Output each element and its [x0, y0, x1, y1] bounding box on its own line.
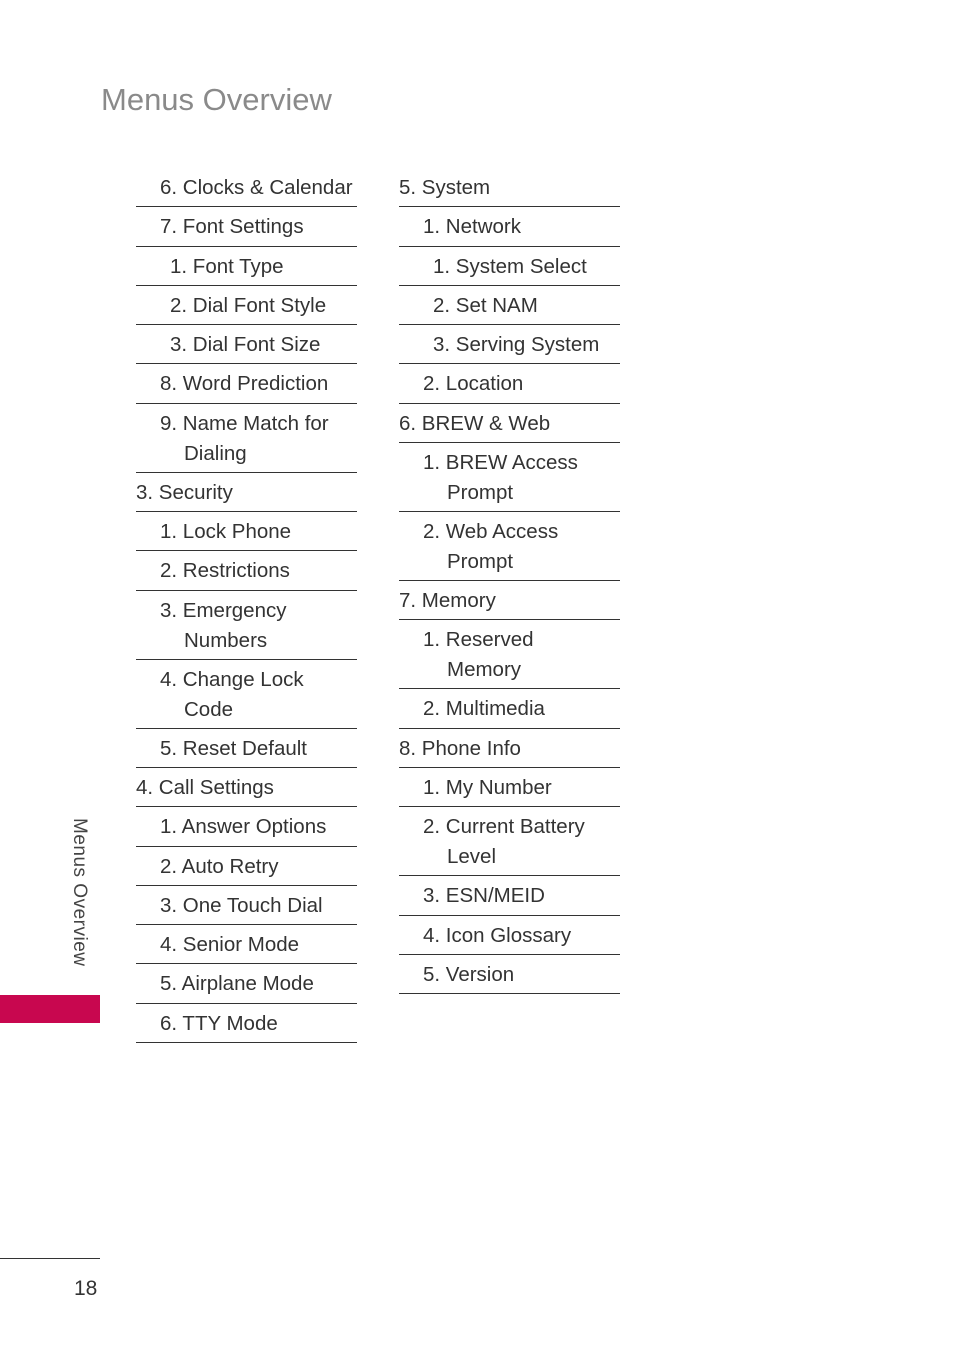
menu-item-label: 9. Name Match for: [160, 411, 329, 435]
menu-item-label: 4. Icon Glossary: [423, 923, 572, 947]
menu-item-label: 2. Set NAM: [433, 293, 538, 317]
menu-item: 8. Word Prediction: [136, 364, 357, 404]
page-number: 18: [74, 1277, 98, 1300]
menu-item: 3. ESN/MEID: [399, 876, 620, 916]
menu-item: 1. My Number: [399, 768, 620, 808]
menu-item: 9. Name Match for Dialing: [136, 404, 357, 473]
menu-item: 3. Dial Font Size: [136, 325, 357, 365]
menu-item: 1. Answer Options: [136, 807, 357, 847]
menu-item: 7. Font Settings: [136, 207, 357, 247]
menu-item-label: Level: [447, 845, 497, 869]
menu-item-label: 5. Version: [423, 962, 515, 986]
menu-item-label: Prompt: [447, 481, 514, 505]
menu-item-label: 3. Dial Font Size: [170, 333, 321, 357]
menu-item-label: 1. Font Type: [170, 254, 284, 278]
menu-item: 2. Current Battery Level: [399, 807, 620, 877]
menu-item: 8. Phone Info: [399, 729, 620, 768]
menu-item: 1. Network: [399, 207, 620, 247]
menu-item: 6. TTY Mode: [136, 1004, 357, 1044]
menu-item-label: 6. Clocks & Calendar: [160, 176, 353, 199]
menu-item-label: 2. Current Battery: [423, 815, 585, 839]
menu-item: 4. Change Lock Code: [136, 660, 357, 729]
menu-item: 4. Icon Glossary: [399, 916, 620, 955]
menu-item: 3. Serving System: [399, 325, 620, 365]
page-title: Menus Overview: [101, 82, 332, 117]
menu-item: 1. Reserved Memory: [399, 620, 620, 690]
menu-item-label: 6. TTY Mode: [160, 1011, 278, 1035]
menu-item-label: 2. Multimedia: [423, 697, 545, 721]
footer-rule: [0, 1258, 100, 1259]
menu-item: 5. Airplane Mode: [136, 964, 357, 1004]
menu-item: 1. Font Type: [136, 247, 357, 286]
menu-item-label: 1. My Number: [423, 775, 552, 799]
menu-item-label: 5. System: [399, 176, 491, 199]
menu-item-label: 6. BREW & Web: [399, 411, 551, 435]
menu-item: 2. Web Access Prompt: [399, 512, 620, 582]
menu-item-label: Dialing: [184, 441, 247, 465]
menu-item: 6. BREW & Web: [399, 404, 620, 444]
menu-item-label: Code: [184, 697, 234, 721]
menu-item: 5. Version: [399, 955, 620, 995]
menu-item-label: 2. Web Access: [423, 520, 559, 544]
menu-item-label: 2. Dial Font Style: [170, 293, 327, 317]
menu-item: 2. Restrictions: [136, 551, 357, 591]
menu-column-left: 6. Clocks & Calendar 7. Font Settings 1. F…: [136, 168, 357, 1044]
menu-item: 7. Memory: [399, 581, 620, 621]
menu-column-right: 5. System 1. Network 1. System Select 2. Se…: [399, 168, 620, 995]
menu-item-label: 2. Restrictions: [160, 559, 290, 583]
side-tab-marker: [0, 995, 100, 1023]
menu-item: 1. Lock Phone: [136, 512, 357, 552]
menu-item: 4. Call Settings: [136, 768, 357, 808]
menu-item: 3. Emergency Numbers: [136, 591, 357, 660]
menu-item-label: 2. Auto Retry: [160, 854, 279, 878]
menu-item-label: 8. Phone Info: [399, 736, 521, 760]
menu-item-label: 7. Memory: [399, 589, 496, 613]
menu-item: 1. System Select: [399, 247, 620, 286]
menu-item: 5. Reset Default: [136, 729, 357, 768]
menu-item-label: 7. Font Settings: [160, 215, 304, 239]
menu-item-label: 3. One Touch Dial: [160, 893, 323, 917]
menu-item-label: Memory: [447, 658, 522, 682]
menu-item-label: 1. System Select: [433, 254, 587, 278]
menu-item: 2. Multimedia: [399, 689, 620, 729]
menu-item: 2. Location: [399, 364, 620, 404]
menu-item-label: 4. Change Lock: [160, 667, 304, 691]
menu-item-label: 5. Reset Default: [160, 736, 307, 760]
menu-item: 1. BREW Access Prompt: [399, 443, 620, 513]
menu-item-label: 3. Security: [136, 480, 233, 504]
menu-item-label: 1. Reserved: [423, 628, 534, 652]
menu-item: 5. System: [399, 168, 620, 208]
menu-item: 3. Security: [136, 473, 357, 513]
menu-item-label: 5. Airplane Mode: [160, 972, 314, 996]
menu-item-label: 3. ESN/MEID: [423, 884, 545, 908]
menu-item-label: 2. Location: [423, 372, 524, 396]
menu-item-label: 3. Serving System: [433, 333, 600, 357]
menu-item: 3. One Touch Dial: [136, 886, 357, 926]
menu-item-label: 1. Lock Phone: [160, 520, 292, 544]
menu-item: 2. Dial Font Style: [136, 286, 357, 326]
menu-item-label: 4. Call Settings: [136, 775, 274, 799]
menu-item: 4. Senior Mode: [136, 925, 357, 965]
menu-item: 2. Auto Retry: [136, 847, 357, 886]
menu-item-label: 1. Answer Options: [160, 815, 327, 839]
menu-item-label: 1. Network: [423, 215, 521, 239]
menu-item: 2. Set NAM: [399, 286, 620, 326]
menu-item-label: Numbers: [184, 628, 268, 652]
menu-item-label: 1. BREW Access: [423, 451, 578, 475]
menu-item-label: Prompt: [447, 550, 514, 574]
menu-item: 6. Clocks & Calendar: [136, 168, 357, 208]
menu-item-label: 8. Word Prediction: [160, 372, 329, 396]
side-tab-label: Menus Overview: [69, 818, 90, 967]
menu-item-label: 4. Senior Mode: [160, 933, 300, 957]
menu-item-label: 3. Emergency: [160, 598, 287, 622]
